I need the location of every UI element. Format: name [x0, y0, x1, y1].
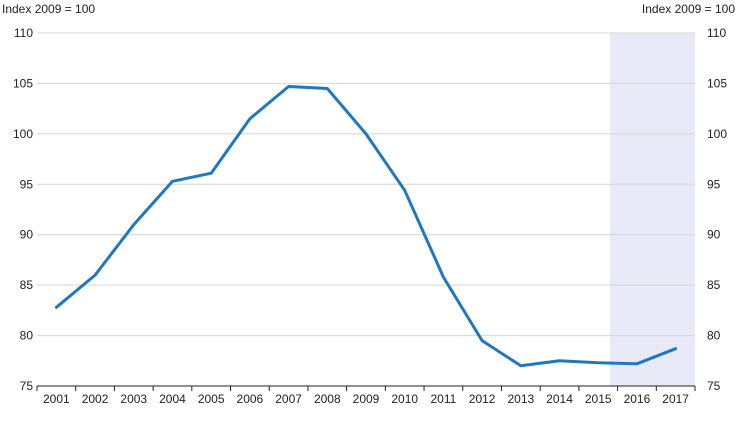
- y-tick-label-left-105: 105: [13, 76, 33, 90]
- x-tick-label-2012: 2012: [469, 392, 496, 406]
- shaded-region: [609, 33, 695, 386]
- data-point-2013: [519, 364, 523, 368]
- data-point-2002: [93, 273, 97, 277]
- data-point-2006: [248, 117, 252, 120]
- axes: [36, 385, 696, 391]
- y-tick-label-left-85: 85: [20, 278, 34, 292]
- x-tick-label-2006: 2006: [237, 392, 264, 406]
- y-tick-label-right-90: 90: [707, 228, 721, 242]
- y-tick-label-left-90: 90: [20, 228, 34, 242]
- x-tick-label-2005: 2005: [198, 392, 225, 406]
- y-tick-label-left-95: 95: [20, 177, 34, 191]
- data-point-2015: [597, 361, 600, 365]
- data-point-2005: [209, 171, 213, 175]
- data-point-2017: [674, 347, 677, 350]
- y-tick-label-right-80: 80: [707, 329, 721, 343]
- right-axis-unit-label: Index 2009 = 100: [641, 2, 735, 16]
- x-tick-label-2016: 2016: [624, 392, 651, 406]
- x-tick-label-2014: 2014: [546, 392, 573, 406]
- data-point-2003: [132, 223, 135, 226]
- x-tick-label-2015: 2015: [585, 392, 612, 406]
- y-tick-label-right-75: 75: [707, 379, 721, 393]
- y-tick-label-right-100: 100: [707, 127, 727, 141]
- data-point-2014: [558, 359, 561, 362]
- x-tick-label-2009: 2009: [353, 392, 380, 406]
- x-tick-label-2002: 2002: [82, 392, 109, 406]
- y-tick-label-right-85: 85: [707, 278, 721, 292]
- x-tick-label-2017: 2017: [662, 392, 689, 406]
- x-tick-label-2007: 2007: [275, 392, 302, 406]
- data-point-2012: [480, 339, 484, 342]
- x-tick-label-2010: 2010: [391, 392, 418, 406]
- data-point-2004: [171, 180, 174, 183]
- y-tick-label-left-75: 75: [20, 379, 34, 393]
- y-tick-label-left-80: 80: [20, 329, 34, 343]
- x-tick-label-2013: 2013: [507, 392, 534, 406]
- gridlines: [37, 32, 695, 337]
- x-tick-label-2004: 2004: [159, 392, 186, 406]
- left-axis-unit-label: Index 2009 = 100: [2, 2, 96, 16]
- y-tick-label-left-110: 110: [14, 26, 33, 40]
- x-tick-label-2008: 2008: [314, 392, 341, 406]
- y-tick-label-right-110: 110: [707, 26, 726, 40]
- x-tick-label-2011: 2011: [431, 392, 457, 406]
- y-tick-label-right-105: 105: [707, 76, 727, 90]
- series-line-0: [54, 85, 678, 368]
- projection-shaded-region: [609, 33, 695, 386]
- y-tick-label-left-100: 100: [13, 127, 33, 141]
- data-point-2007: [287, 85, 290, 88]
- y-tick-label-right-95: 95: [707, 177, 721, 191]
- data-point-2009: [364, 132, 368, 136]
- data-point-2011: [442, 275, 445, 279]
- data-point-2010: [403, 189, 406, 192]
- data-point-2001: [55, 306, 58, 309]
- tick-labels: 75 75 80 80 85 85 90 90 95 95 100 100 105 105 110 110 20…: [13, 26, 727, 406]
- data-point-2008: [326, 87, 329, 90]
- x-tick-label-2003: 2003: [120, 392, 147, 406]
- x-tick-label-2001: 2001: [43, 392, 70, 406]
- data-point-2016: [635, 362, 639, 366]
- series-lines: [54, 85, 678, 368]
